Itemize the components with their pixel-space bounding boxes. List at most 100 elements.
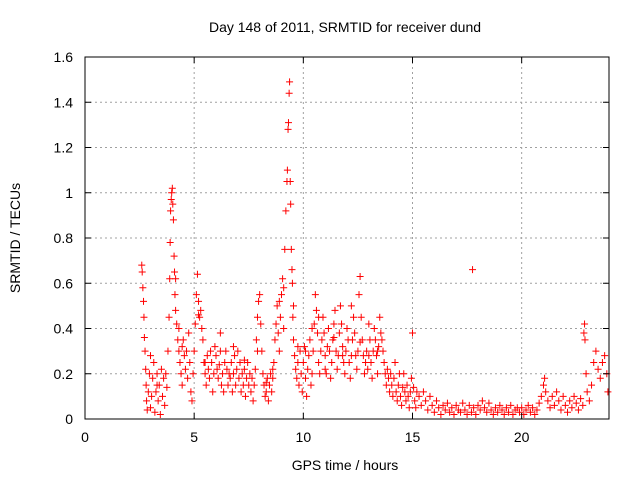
data-point: [537, 392, 545, 400]
data-point: [144, 388, 152, 396]
data-point: [189, 370, 197, 378]
data-point: [328, 358, 336, 366]
data-point: [315, 313, 323, 321]
data-point: [202, 381, 210, 389]
data-point: [262, 379, 270, 387]
data-point: [363, 347, 371, 355]
data-point: [284, 125, 292, 133]
data-point: [582, 370, 590, 378]
data-point: [215, 361, 223, 369]
data-point: [387, 370, 395, 378]
data-point: [210, 370, 218, 378]
data-point: [170, 252, 178, 260]
data-point: [553, 388, 561, 396]
data-point: [147, 352, 154, 360]
chart-title: Day 148 of 2011, SRMTID for receiver dun…: [209, 19, 481, 35]
data-point: [338, 320, 346, 328]
data-point: [518, 404, 526, 412]
data-point: [167, 207, 175, 215]
data-point: [226, 374, 234, 382]
data-point: [577, 395, 585, 403]
data-point: [596, 374, 604, 382]
y-tick-label: 0.6: [54, 275, 74, 291]
data-point: [496, 401, 504, 409]
data-point: [223, 365, 231, 373]
data-point: [354, 347, 362, 355]
data-point: [327, 374, 335, 382]
data-point: [267, 370, 275, 378]
data-point: [374, 347, 382, 355]
data-point: [253, 313, 261, 321]
data-point: [222, 347, 230, 355]
data-point: [149, 374, 157, 382]
data-point: [310, 320, 318, 328]
data-point: [322, 370, 330, 378]
data-point: [489, 410, 497, 418]
data-point: [352, 352, 360, 360]
data-point: [529, 404, 537, 412]
data-point: [250, 381, 258, 389]
data-point: [335, 329, 343, 337]
data-point: [472, 410, 480, 418]
data-point: [169, 216, 177, 224]
data-point: [411, 397, 419, 405]
data-point: [505, 408, 513, 416]
data-point: [351, 329, 359, 337]
data-point: [280, 284, 288, 292]
data-point: [153, 370, 161, 378]
data-point: [424, 406, 432, 414]
data-point: [476, 406, 484, 414]
data-point: [546, 404, 554, 412]
data-point: [186, 358, 194, 366]
data-point: [201, 370, 209, 378]
data-point: [303, 392, 311, 400]
data-point: [274, 329, 282, 337]
data-point: [175, 347, 183, 355]
data-point: [142, 365, 150, 373]
data-point: [594, 365, 602, 373]
data-point: [557, 406, 565, 414]
data-point: [288, 266, 296, 274]
data-point: [143, 397, 151, 405]
data-point: [148, 392, 156, 400]
data-point: [370, 325, 378, 332]
data-point: [437, 410, 445, 418]
data-point: [540, 381, 547, 389]
data-point: [398, 401, 406, 409]
data-point: [220, 388, 228, 396]
data-point: [592, 347, 600, 355]
data-point: [212, 352, 220, 360]
data-point: [259, 370, 267, 378]
data-point: [377, 329, 385, 337]
data-point: [348, 336, 356, 344]
data-point: [588, 381, 596, 389]
data-point: [287, 245, 295, 253]
data-point: [213, 365, 221, 373]
data-point: [320, 329, 328, 337]
data-point: [342, 347, 350, 355]
data-point: [251, 365, 259, 373]
data-point: [524, 401, 532, 409]
data-point: [246, 370, 254, 378]
y-tick-label: 1.6: [54, 49, 74, 65]
data-point: [559, 392, 567, 400]
data-point: [240, 356, 248, 364]
data-point: [305, 352, 313, 360]
data-point: [403, 381, 411, 389]
data-point: [140, 313, 148, 321]
data-point: [312, 306, 320, 314]
data-point: [402, 397, 410, 405]
data-point: [304, 365, 312, 373]
data-point: [419, 388, 427, 396]
y-tick-label: 1.2: [54, 140, 74, 156]
data-point: [183, 347, 191, 355]
data-point: [231, 352, 239, 360]
data-point: [209, 388, 217, 396]
data-point: [138, 261, 146, 269]
data-point: [406, 388, 414, 396]
data-point: [372, 352, 380, 360]
data-point: [286, 177, 294, 185]
data-point: [177, 370, 185, 378]
data-point: [452, 401, 460, 409]
